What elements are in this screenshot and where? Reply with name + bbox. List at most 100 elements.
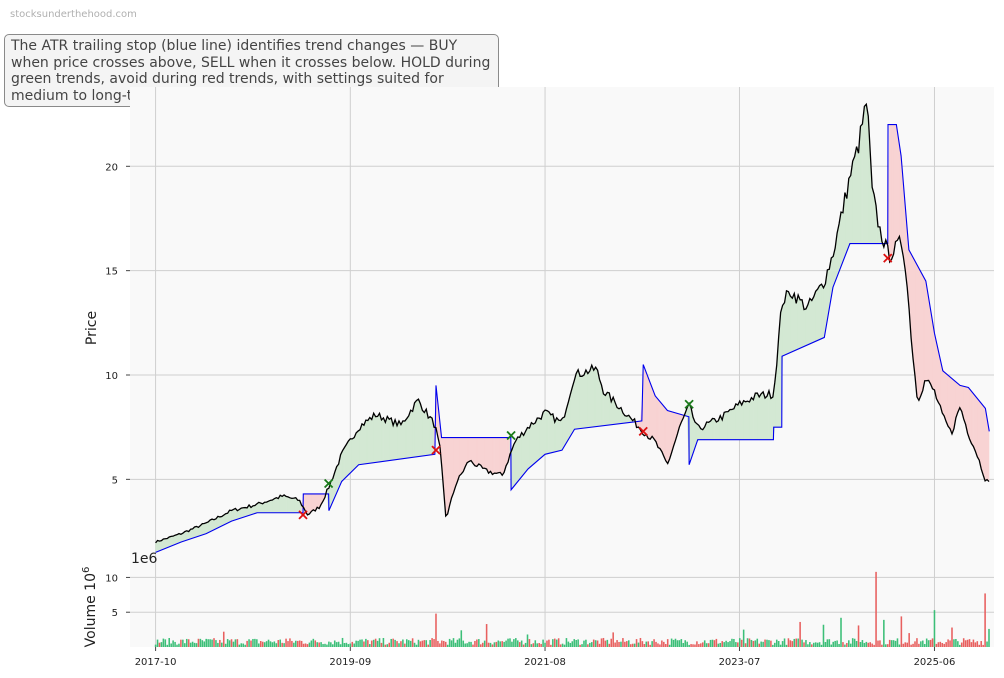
volume-bar xyxy=(423,640,426,647)
volume-bar xyxy=(448,638,451,647)
volume-bar xyxy=(664,644,667,647)
volume-bar xyxy=(701,642,704,647)
volume-bar xyxy=(248,639,250,647)
volume-bar xyxy=(844,644,846,647)
volume-bar xyxy=(413,642,416,647)
volume-bar xyxy=(672,639,675,647)
volume-bar xyxy=(396,641,398,647)
volume-bar xyxy=(592,639,595,647)
volume-bar xyxy=(222,631,225,647)
volume-bar xyxy=(302,643,305,647)
volume-bar xyxy=(622,638,624,647)
volume-bar xyxy=(740,639,743,647)
volume-bar xyxy=(174,641,176,647)
volume-bar xyxy=(343,643,346,647)
volume-bar xyxy=(378,638,381,647)
volume-bar xyxy=(577,639,579,647)
volume-bar xyxy=(166,644,169,647)
x-tick-label: 2019-09 xyxy=(329,657,371,668)
volume-bar xyxy=(832,641,834,647)
volume-bar xyxy=(900,616,903,647)
volume-bar xyxy=(285,638,287,647)
volume-bar xyxy=(818,642,821,647)
price-y-tick-label: 5 xyxy=(112,475,118,486)
buy-signal-marker-stroke xyxy=(684,399,694,409)
volume-bar xyxy=(653,639,655,647)
volume-bar xyxy=(427,644,429,647)
volume-bar xyxy=(923,644,926,647)
volume-bar xyxy=(310,640,313,647)
volume-bar xyxy=(468,641,470,647)
volume-bar xyxy=(361,639,363,647)
volume-bar xyxy=(433,639,435,647)
volume-bar xyxy=(935,643,938,647)
volume-bar xyxy=(976,641,979,647)
volume-bar xyxy=(180,639,182,647)
volume-bar xyxy=(733,638,735,647)
volume-bar xyxy=(259,641,262,647)
volume-bar xyxy=(320,642,322,647)
volume-bar xyxy=(339,644,342,647)
volume-bar xyxy=(894,640,897,647)
volume-bar xyxy=(170,643,172,647)
volume-bar xyxy=(349,643,352,647)
volume-bar xyxy=(725,640,727,647)
volume-bar xyxy=(160,642,163,647)
volume-bar xyxy=(842,642,844,647)
volume-bar xyxy=(353,643,355,647)
volume-axis-label: Volume 106 xyxy=(81,567,99,648)
price-line xyxy=(155,102,990,544)
volume-bar xyxy=(168,638,171,647)
volume-bar xyxy=(261,641,264,647)
volume-bar xyxy=(774,642,776,647)
volume-bar xyxy=(678,640,681,647)
volume-bar xyxy=(308,642,311,647)
volume-bar xyxy=(341,637,344,647)
volume-bar xyxy=(215,640,217,647)
volume-axis-exponent: 6 xyxy=(81,567,92,573)
volume-bar xyxy=(437,640,439,647)
volume-bar xyxy=(409,640,412,647)
volume-bar xyxy=(431,638,433,647)
volume-bar xyxy=(324,643,326,647)
volume-bar xyxy=(250,640,252,647)
volume-bar xyxy=(244,644,246,647)
volume-bar xyxy=(583,640,585,647)
volume-bar xyxy=(840,617,842,647)
volume-bar xyxy=(846,642,848,647)
volume-bar xyxy=(439,643,441,647)
volume-bar xyxy=(793,638,796,647)
volume-bar xyxy=(875,571,877,647)
volume-bar xyxy=(240,643,243,647)
volume-bar xyxy=(731,638,733,647)
volume-bar xyxy=(217,642,219,647)
volume-bar xyxy=(760,641,762,647)
volume-bar xyxy=(291,640,293,647)
volume-bar xyxy=(871,643,873,647)
volume-bar xyxy=(347,644,350,647)
volume-bar xyxy=(398,643,400,647)
sell-signal-marker-stroke xyxy=(431,445,441,455)
price-y-tick-label: 20 xyxy=(105,162,118,173)
volume-bar xyxy=(781,641,784,647)
volume-bar xyxy=(563,644,566,647)
volume-bar xyxy=(425,640,428,647)
volume-bar xyxy=(715,638,718,647)
price-y-tick-label: 10 xyxy=(105,371,118,382)
volume-bar xyxy=(814,642,817,647)
volume-bar xyxy=(974,642,977,647)
volume-bar xyxy=(242,643,244,647)
volume-bar xyxy=(561,643,564,647)
volume-bar xyxy=(238,644,241,647)
volume-bar xyxy=(322,644,324,647)
volume-bar xyxy=(497,640,500,647)
volume-bar xyxy=(470,641,472,647)
volume-bar xyxy=(750,639,753,647)
volume-bar xyxy=(390,638,392,647)
volume-bar xyxy=(914,641,916,647)
volume-bar xyxy=(575,639,577,647)
volume-bar xyxy=(538,643,540,647)
volume-bar xyxy=(164,639,167,647)
volume-bar xyxy=(489,642,492,647)
volume-bar xyxy=(365,638,367,647)
